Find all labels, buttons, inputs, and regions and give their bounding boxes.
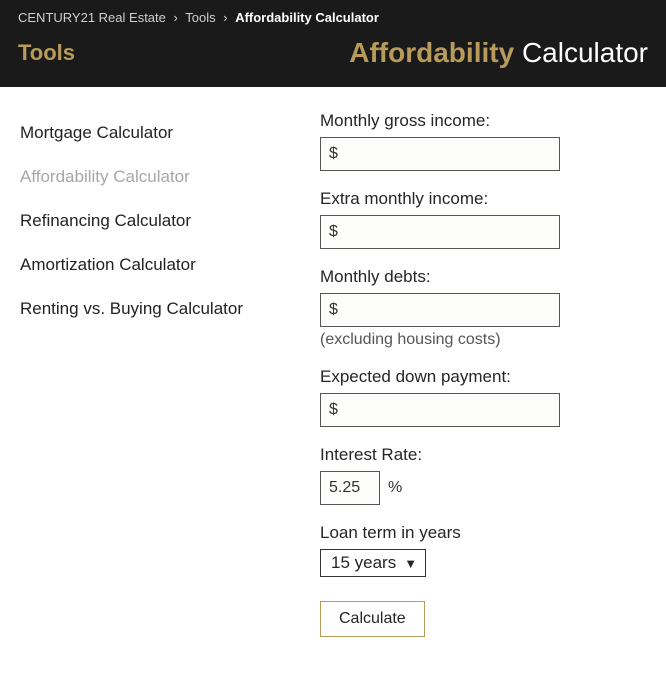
page-title-rest: Calculator <box>522 37 648 68</box>
breadcrumb-parent[interactable]: Tools <box>185 10 215 25</box>
input-interest-rate[interactable] <box>320 471 380 505</box>
sidebar-item-rent-vs-buy[interactable]: Renting vs. Buying Calculator <box>20 287 300 331</box>
page-title: Affordability Calculator <box>349 37 648 69</box>
title-row: Tools Affordability Calculator <box>0 31 666 87</box>
sidebar-item-amortization[interactable]: Amortization Calculator <box>20 243 300 287</box>
input-extra-monthly-income[interactable] <box>320 215 560 249</box>
label-interest-rate: Interest Rate: <box>320 445 646 465</box>
select-loan-term-value: 15 years <box>331 553 396 573</box>
breadcrumb-current: Affordability Calculator <box>235 10 379 25</box>
sidebar-item-affordability[interactable]: Affordability Calculator <box>20 155 300 199</box>
header: CENTURY21 Real Estate › Tools › Affordab… <box>0 0 666 87</box>
label-monthly-debts: Monthly debts: <box>320 267 646 287</box>
sidebar-item-mortgage[interactable]: Mortgage Calculator <box>20 111 300 155</box>
sidebar: Mortgage Calculator Affordability Calcul… <box>20 111 300 637</box>
label-extra-monthly-income: Extra monthly income: <box>320 189 646 209</box>
field-monthly-gross-income: Monthly gross income: <box>320 111 646 171</box>
content: Mortgage Calculator Affordability Calcul… <box>0 87 666 667</box>
breadcrumb-home[interactable]: CENTURY21 Real Estate <box>18 10 166 25</box>
field-extra-monthly-income: Extra monthly income: <box>320 189 646 249</box>
chevron-down-icon: ▼ <box>404 556 417 571</box>
field-loan-term: Loan term in years 15 years ▼ <box>320 523 646 577</box>
form: Monthly gross income: Extra monthly inco… <box>320 111 646 637</box>
field-monthly-debts: Monthly debts: (excluding housing costs) <box>320 267 646 349</box>
breadcrumb-sep-icon: › <box>174 10 178 25</box>
input-down-payment[interactable] <box>320 393 560 427</box>
breadcrumb-sep-icon: › <box>223 10 227 25</box>
help-monthly-debts: (excluding housing costs) <box>320 331 646 349</box>
unit-percent: % <box>388 479 402 497</box>
sidebar-item-refinancing[interactable]: Refinancing Calculator <box>20 199 300 243</box>
label-down-payment: Expected down payment: <box>320 367 646 387</box>
sidebar-title: Tools <box>18 40 75 66</box>
calculate-button[interactable]: Calculate <box>320 601 425 637</box>
select-loan-term[interactable]: 15 years ▼ <box>320 549 426 577</box>
input-monthly-debts[interactable] <box>320 293 560 327</box>
page-title-accent: Affordability <box>349 37 514 68</box>
input-monthly-gross-income[interactable] <box>320 137 560 171</box>
field-interest-rate: Interest Rate: % <box>320 445 646 505</box>
field-down-payment: Expected down payment: <box>320 367 646 427</box>
label-monthly-gross-income: Monthly gross income: <box>320 111 646 131</box>
label-loan-term: Loan term in years <box>320 523 646 543</box>
breadcrumb: CENTURY21 Real Estate › Tools › Affordab… <box>0 0 666 31</box>
